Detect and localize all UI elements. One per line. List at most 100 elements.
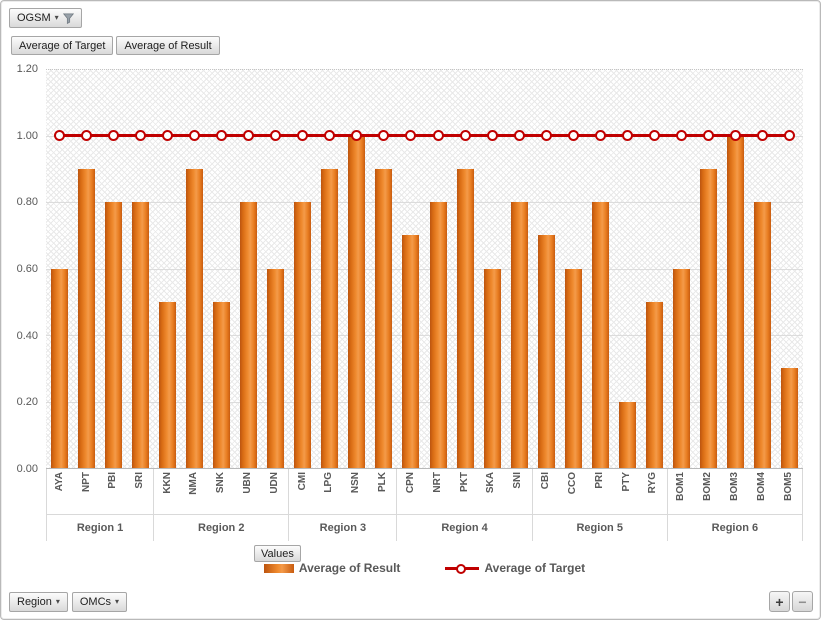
bar-SNK[interactable] xyxy=(213,301,231,468)
y-tick-label: 0.20 xyxy=(16,396,38,409)
axis-filter-buttons: Region ▾ OMCs ▾ xyxy=(9,592,128,612)
target-marker-LPG xyxy=(324,130,336,141)
category-label-NRT: NRT xyxy=(431,472,443,493)
bar-PRI[interactable] xyxy=(591,202,609,468)
bar-UDN[interactable] xyxy=(267,268,285,468)
omcs-filter-button[interactable]: OMCs ▾ xyxy=(71,592,128,612)
category-label-AYA: AYA xyxy=(54,472,66,492)
y-tick-label: 0.80 xyxy=(16,196,38,209)
bar-NPT[interactable] xyxy=(78,168,96,468)
x-axis-group-region-5: CBI CCO PRI PTY RYG Region 5 xyxy=(532,469,668,541)
target-marker-RYG xyxy=(648,130,660,141)
region-group-label: Region 3 xyxy=(319,522,367,534)
category-label-BOM4: BOM4 xyxy=(755,472,767,501)
bar-CBI[interactable] xyxy=(537,235,555,468)
y-tick-label: 0.40 xyxy=(16,329,38,342)
bar-NSN[interactable] xyxy=(348,135,366,468)
gridline xyxy=(46,335,803,337)
bar-SRI[interactable] xyxy=(132,202,150,468)
legend-label: Average of Target xyxy=(484,561,586,575)
legend-item-target[interactable]: Average of Target xyxy=(445,561,585,575)
target-marker-PKT xyxy=(459,130,471,141)
bar-BOM2[interactable] xyxy=(699,168,717,468)
bar-SNI[interactable] xyxy=(510,202,528,468)
collapse-field-button[interactable]: − xyxy=(792,591,813,612)
expand-field-button[interactable]: + xyxy=(769,591,790,612)
target-marker-BOM5 xyxy=(783,130,795,141)
gridline xyxy=(46,268,803,270)
bar-UBN[interactable] xyxy=(240,202,258,468)
legend-bar-swatch xyxy=(263,563,294,573)
bar-PLK[interactable] xyxy=(375,168,393,468)
region-filter-button[interactable]: Region ▾ xyxy=(9,592,68,612)
gridline xyxy=(46,202,803,204)
target-marker-BOM2 xyxy=(702,130,714,141)
values-field-button[interactable]: Values xyxy=(254,545,301,562)
field-button-average-of-result[interactable]: Average of Result xyxy=(116,36,220,55)
bar-NRT[interactable] xyxy=(429,202,447,468)
target-marker-CCO xyxy=(567,130,579,141)
bar-CMI[interactable] xyxy=(294,202,312,468)
bar-CPN[interactable] xyxy=(402,235,420,468)
category-label-BOM5: BOM5 xyxy=(782,472,794,501)
bar-PKT[interactable] xyxy=(456,168,474,468)
report-filter-button[interactable]: OGSM ▾ xyxy=(9,8,82,28)
values-field-label: Values xyxy=(261,547,294,560)
target-marker-CMI xyxy=(297,130,309,141)
field-button-label: Average of Result xyxy=(124,39,212,52)
category-label-NMA: NMA xyxy=(188,472,200,495)
category-label-UBN: UBN xyxy=(242,472,254,494)
category-label-BOM3: BOM3 xyxy=(728,472,740,501)
legend-item-result[interactable]: Average of Result xyxy=(263,561,401,575)
y-tick-label: 0.60 xyxy=(16,263,38,275)
field-button-average-of-target[interactable]: Average of Target xyxy=(11,36,114,55)
bar-NMA[interactable] xyxy=(186,168,204,468)
legend-label: Average of Result xyxy=(298,561,401,575)
bar-CCO[interactable] xyxy=(564,268,582,468)
bar-KKN[interactable] xyxy=(159,301,177,468)
region-group-label: Region 2 xyxy=(198,522,245,534)
category-label-BOM1: BOM1 xyxy=(675,472,687,501)
legend-line-marker-swatch xyxy=(445,563,480,574)
category-label-CPN: CPN xyxy=(404,472,416,494)
y-tick-label: 1.20 xyxy=(16,63,38,75)
target-marker-UDN xyxy=(270,130,282,141)
plot-area xyxy=(46,69,803,469)
target-marker-PTY xyxy=(621,130,633,141)
expand-collapse-buttons: + − xyxy=(769,591,813,612)
bar-PTY[interactable] xyxy=(618,401,636,468)
legend: Average of Result Average of Target xyxy=(46,561,803,575)
target-marker-SRI xyxy=(135,130,147,141)
category-label-NSN: NSN xyxy=(350,472,362,494)
target-marker-AYA xyxy=(54,130,66,141)
bar-BOM1[interactable] xyxy=(672,268,690,468)
bar-SKA[interactable] xyxy=(483,268,501,468)
target-marker-PRI xyxy=(594,130,606,141)
category-label-NPT: NPT xyxy=(80,472,92,492)
bar-BOM5[interactable] xyxy=(780,368,798,468)
category-label-KKN: KKN xyxy=(161,472,173,494)
target-marker-CBI xyxy=(540,130,552,141)
target-marker-BOM4 xyxy=(756,130,768,141)
bar-PBI[interactable] xyxy=(105,202,123,468)
bar-BOM4[interactable] xyxy=(753,202,771,468)
y-tick-label: 1.00 xyxy=(16,129,38,142)
category-label-CBI: CBI xyxy=(540,472,552,490)
region-filter-label: Region xyxy=(17,596,52,608)
bar-LPG[interactable] xyxy=(321,168,339,468)
category-label-PKT: PKT xyxy=(458,472,470,492)
x-axis-groups: AYA NPT PBI SRI Region 1 KKN NMA SNK UBN UDN Regio… xyxy=(46,469,803,541)
target-marker-NMA xyxy=(189,130,201,141)
region-group-label: Region 4 xyxy=(441,522,488,534)
gridline xyxy=(46,69,803,70)
bar-AYA[interactable] xyxy=(51,268,69,468)
bar-RYG[interactable] xyxy=(645,301,663,468)
category-label-BOM2: BOM2 xyxy=(702,472,714,501)
bar-BOM3[interactable] xyxy=(726,135,744,468)
target-marker-NSN xyxy=(351,130,363,141)
target-marker-PLK xyxy=(378,130,390,141)
category-label-CMI: CMI xyxy=(296,472,308,491)
category-label-SNI: SNI xyxy=(512,472,524,489)
category-label-CCO: CCO xyxy=(566,472,578,495)
target-marker-SNI xyxy=(513,130,525,141)
